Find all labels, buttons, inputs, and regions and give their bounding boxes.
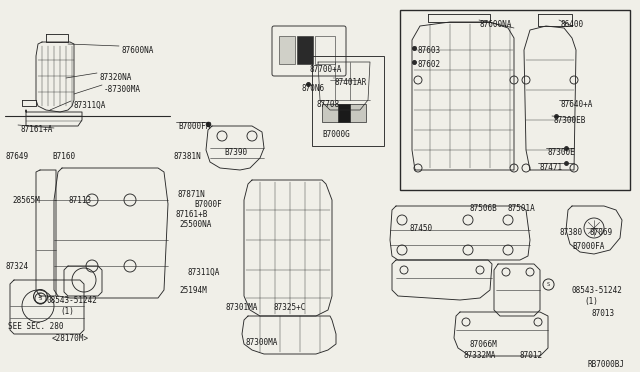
Text: B7000G: B7000G — [322, 130, 349, 139]
Text: B7000F: B7000F — [194, 200, 221, 209]
Text: 87300MA: 87300MA — [245, 338, 277, 347]
Text: 870N6: 870N6 — [302, 84, 325, 93]
Text: 87311QA: 87311QA — [73, 101, 106, 110]
Text: 87381N: 87381N — [173, 152, 201, 161]
Text: B7390: B7390 — [224, 148, 247, 157]
Text: (1): (1) — [60, 307, 74, 316]
Text: 25194M: 25194M — [179, 286, 207, 295]
Text: 87649: 87649 — [5, 152, 28, 161]
Text: 87013: 87013 — [592, 309, 615, 318]
Text: B7000FA: B7000FA — [572, 242, 604, 251]
Text: B7000FA: B7000FA — [178, 122, 211, 131]
Text: 87066M: 87066M — [470, 340, 498, 349]
Text: 28565M: 28565M — [12, 196, 40, 205]
Text: 87602: 87602 — [418, 60, 441, 69]
Bar — [400, 10, 630, 190]
Bar — [338, 104, 350, 122]
Text: -87300MA: -87300MA — [104, 85, 141, 94]
Bar — [312, 56, 384, 146]
Text: 87332MA: 87332MA — [464, 351, 497, 360]
Text: 87450: 87450 — [410, 224, 433, 233]
Text: 87012: 87012 — [520, 351, 543, 360]
Text: 87600NA: 87600NA — [121, 46, 154, 55]
Text: S: S — [547, 282, 550, 286]
Text: SEE SEC. 280: SEE SEC. 280 — [8, 322, 63, 331]
Text: 87324: 87324 — [5, 262, 28, 271]
Text: 87300E: 87300E — [548, 148, 576, 157]
Text: RB7000BJ: RB7000BJ — [588, 360, 625, 369]
Text: S: S — [38, 295, 42, 301]
Text: 87506B: 87506B — [470, 204, 498, 213]
Text: 87708: 87708 — [317, 100, 340, 109]
Bar — [297, 36, 313, 64]
Bar — [315, 36, 335, 64]
Text: 87603: 87603 — [418, 46, 441, 55]
Text: (1): (1) — [584, 297, 598, 306]
Text: 25500NA: 25500NA — [179, 220, 211, 229]
Text: 87161+B: 87161+B — [176, 210, 209, 219]
Text: 08543-51242: 08543-51242 — [572, 286, 623, 295]
Text: 87069: 87069 — [590, 228, 613, 237]
Text: B7160: B7160 — [52, 152, 75, 161]
Text: 87871N: 87871N — [177, 190, 205, 199]
Text: 87640+A: 87640+A — [561, 100, 593, 109]
Bar — [279, 36, 295, 64]
Text: 87401AR: 87401AR — [335, 78, 367, 87]
Text: 87161+A: 87161+A — [20, 125, 52, 134]
Text: <28170M>: <28170M> — [52, 334, 89, 343]
Text: 87325+C: 87325+C — [274, 303, 307, 312]
Text: 87501A: 87501A — [508, 204, 536, 213]
Text: 87301MA: 87301MA — [226, 303, 259, 312]
Text: 87700+A: 87700+A — [310, 65, 342, 74]
Text: 87600NA: 87600NA — [480, 20, 513, 29]
Text: 87311QA: 87311QA — [188, 268, 220, 277]
Text: 87380: 87380 — [560, 228, 583, 237]
Text: 08543-51242: 08543-51242 — [46, 296, 97, 305]
Text: 86400: 86400 — [561, 20, 584, 29]
Bar — [322, 104, 366, 122]
Text: S: S — [38, 293, 42, 299]
Text: 87113: 87113 — [68, 196, 91, 205]
Text: 87320NA: 87320NA — [99, 73, 131, 82]
Text: 87300EB: 87300EB — [554, 116, 586, 125]
Text: 87471: 87471 — [540, 163, 563, 172]
